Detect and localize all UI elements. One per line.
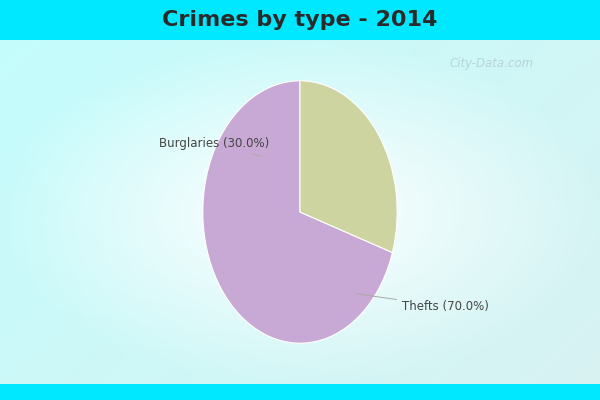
- Text: Burglaries (30.0%): Burglaries (30.0%): [159, 137, 269, 156]
- Text: Thefts (70.0%): Thefts (70.0%): [356, 294, 489, 313]
- Text: City-Data.com: City-Data.com: [450, 58, 534, 70]
- Wedge shape: [300, 81, 397, 252]
- Wedge shape: [203, 81, 392, 343]
- Text: Crimes by type - 2014: Crimes by type - 2014: [163, 10, 437, 30]
